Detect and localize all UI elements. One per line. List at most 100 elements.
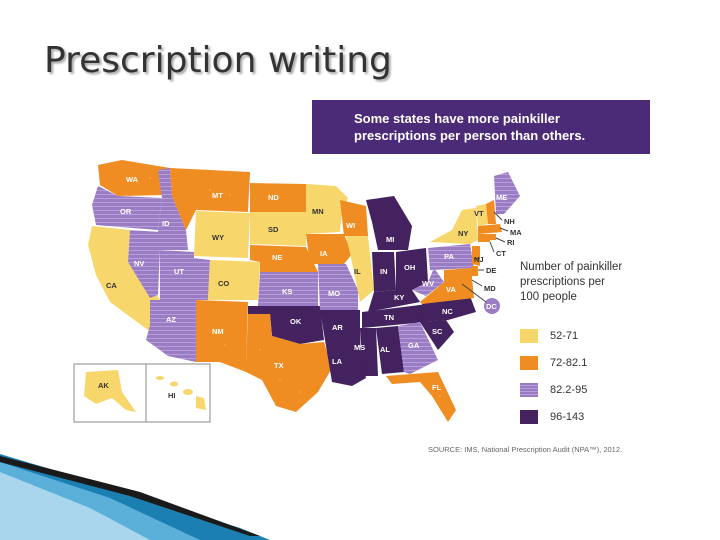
label-me: ME [496, 193, 507, 202]
state-or [92, 186, 162, 230]
label-hi: HI [168, 391, 176, 400]
label-nd: ND [268, 193, 279, 202]
state-de [472, 266, 478, 276]
label-il: IL [354, 267, 361, 276]
label-al: AL [380, 345, 390, 354]
legend: 52-71 72-82.1 82.2-95 96-143 [520, 322, 587, 430]
state-ne [250, 245, 318, 272]
legend-label: 52-71 [550, 329, 579, 342]
label-ak: AK [98, 381, 109, 390]
state-az [146, 300, 196, 362]
state-ut [160, 250, 210, 300]
texture-dots [109, 177, 441, 397]
label-ar: AR [332, 323, 343, 332]
label-id: ID [162, 219, 170, 228]
state-ky [368, 290, 420, 312]
callout-lines [461, 211, 509, 303]
state-sd [250, 212, 306, 246]
state-il [346, 236, 374, 302]
state-tn [362, 304, 428, 328]
state-ma [478, 224, 502, 234]
state-wy [194, 211, 250, 258]
label-ks: KS [282, 287, 292, 296]
state-md [444, 268, 472, 282]
legend-item: 96-143 [520, 403, 587, 430]
state-ia [306, 234, 352, 264]
state-nh [486, 200, 496, 224]
state-ms [360, 328, 378, 376]
state-wi [340, 200, 368, 236]
state-in [372, 252, 396, 292]
label-nc: NC [442, 307, 453, 316]
state-ks [258, 272, 318, 306]
state-id [158, 168, 188, 250]
state-nj [472, 246, 480, 266]
state-vt [476, 204, 488, 226]
label-wy: WY [212, 233, 224, 242]
label-oh: OH [404, 263, 415, 272]
slide-decoration [0, 454, 270, 540]
state-me [494, 172, 520, 214]
label-tn: TN [384, 313, 394, 322]
label-ca: CA [106, 281, 117, 290]
state-nv [128, 230, 160, 298]
state-sc [420, 320, 454, 350]
label-md: MD [484, 284, 496, 293]
state-fl [386, 372, 456, 422]
state-ak [84, 370, 136, 412]
label-sc: SC [432, 327, 443, 336]
label-ny: NY [458, 229, 468, 238]
label-wv: WV [422, 279, 434, 288]
label-wi: WI [346, 221, 355, 230]
state-la [326, 346, 366, 386]
label-sd: SD [268, 225, 279, 234]
legend-title-line-3: 100 people [520, 291, 577, 303]
source-note: SOURCE: IMS, National Prescription Audit… [428, 445, 623, 454]
state-hi [156, 376, 206, 410]
state-ok [248, 306, 324, 344]
label-mo: MO [328, 289, 340, 298]
state-ny [430, 208, 478, 244]
label-ne: NE [272, 253, 282, 262]
label-mi: MI [386, 235, 394, 244]
legend-item: 52-71 [520, 322, 587, 349]
legend-swatch [520, 382, 538, 397]
label-ky: KY [394, 293, 404, 302]
label-ia: IA [320, 249, 328, 258]
label-ct: CT [496, 249, 506, 258]
label-nv: NV [134, 259, 144, 268]
label-la: LA [332, 357, 343, 366]
map-banner: Some states have more painkiller prescri… [312, 100, 650, 154]
legend-item: 82.2-95 [520, 376, 587, 403]
label-ma: MA [510, 228, 522, 237]
state-al [376, 326, 404, 374]
label-wa: WA [126, 175, 139, 184]
label-tx: TX [274, 361, 284, 370]
label-de: DE [486, 266, 496, 275]
label-co: CO [218, 279, 229, 288]
label-vt: VT [474, 209, 484, 218]
legend-swatch [520, 409, 538, 424]
label-mn: MN [312, 207, 324, 216]
label-ut: UT [174, 267, 184, 276]
label-mt: MT [212, 191, 223, 200]
legend-title-line-2: prescriptions per [520, 276, 606, 288]
state-tx [220, 314, 332, 412]
state-ri [490, 234, 496, 240]
banner-line-1: Some states have more painkiller [354, 111, 560, 126]
legend-title: Number of painkiller prescriptions per 1… [520, 260, 650, 305]
label-ok: OK [290, 317, 302, 326]
label-va: VA [446, 285, 456, 294]
state-mn [306, 184, 348, 234]
label-az: AZ [166, 315, 176, 324]
legend-swatch [520, 328, 538, 343]
state-ct [478, 234, 490, 242]
state-labels: WA OR CA ID NV MT WY UT AZ CO NM ND SD N… [98, 175, 522, 400]
state-nd [250, 183, 306, 212]
state-dc [484, 298, 500, 314]
state-oh [396, 248, 428, 290]
banner-text: Some states have more painkiller prescri… [354, 110, 644, 144]
state-co [208, 260, 260, 300]
label-ga: GA [408, 341, 420, 350]
